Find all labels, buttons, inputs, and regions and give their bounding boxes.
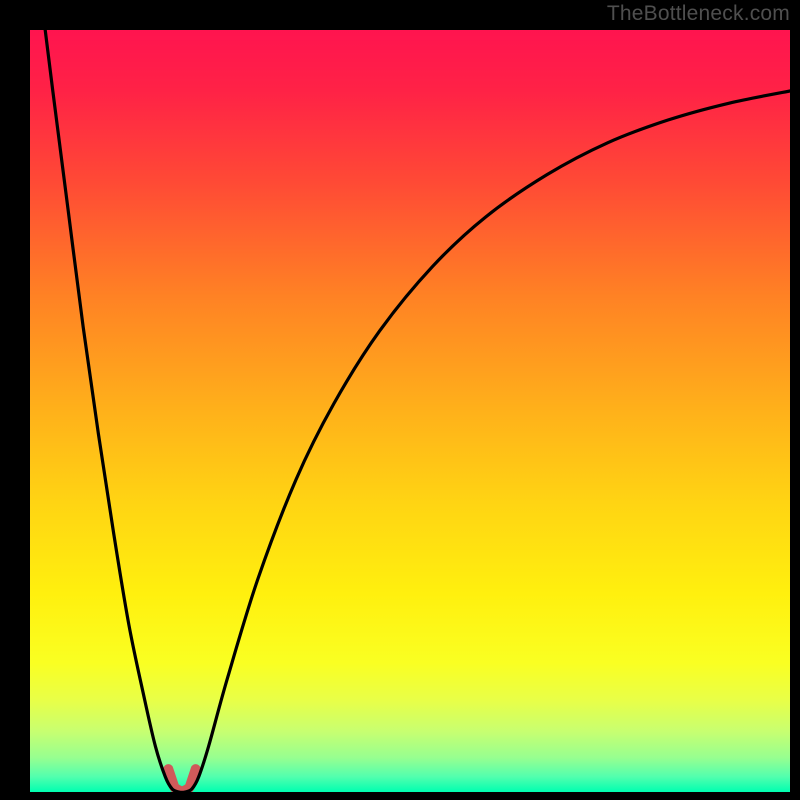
plot-area — [30, 30, 790, 792]
chart-frame: TheBottleneck.com — [0, 0, 800, 800]
curve-layer — [30, 30, 790, 792]
bottleneck-curve — [45, 30, 790, 792]
watermark-text: TheBottleneck.com — [607, 2, 790, 26]
